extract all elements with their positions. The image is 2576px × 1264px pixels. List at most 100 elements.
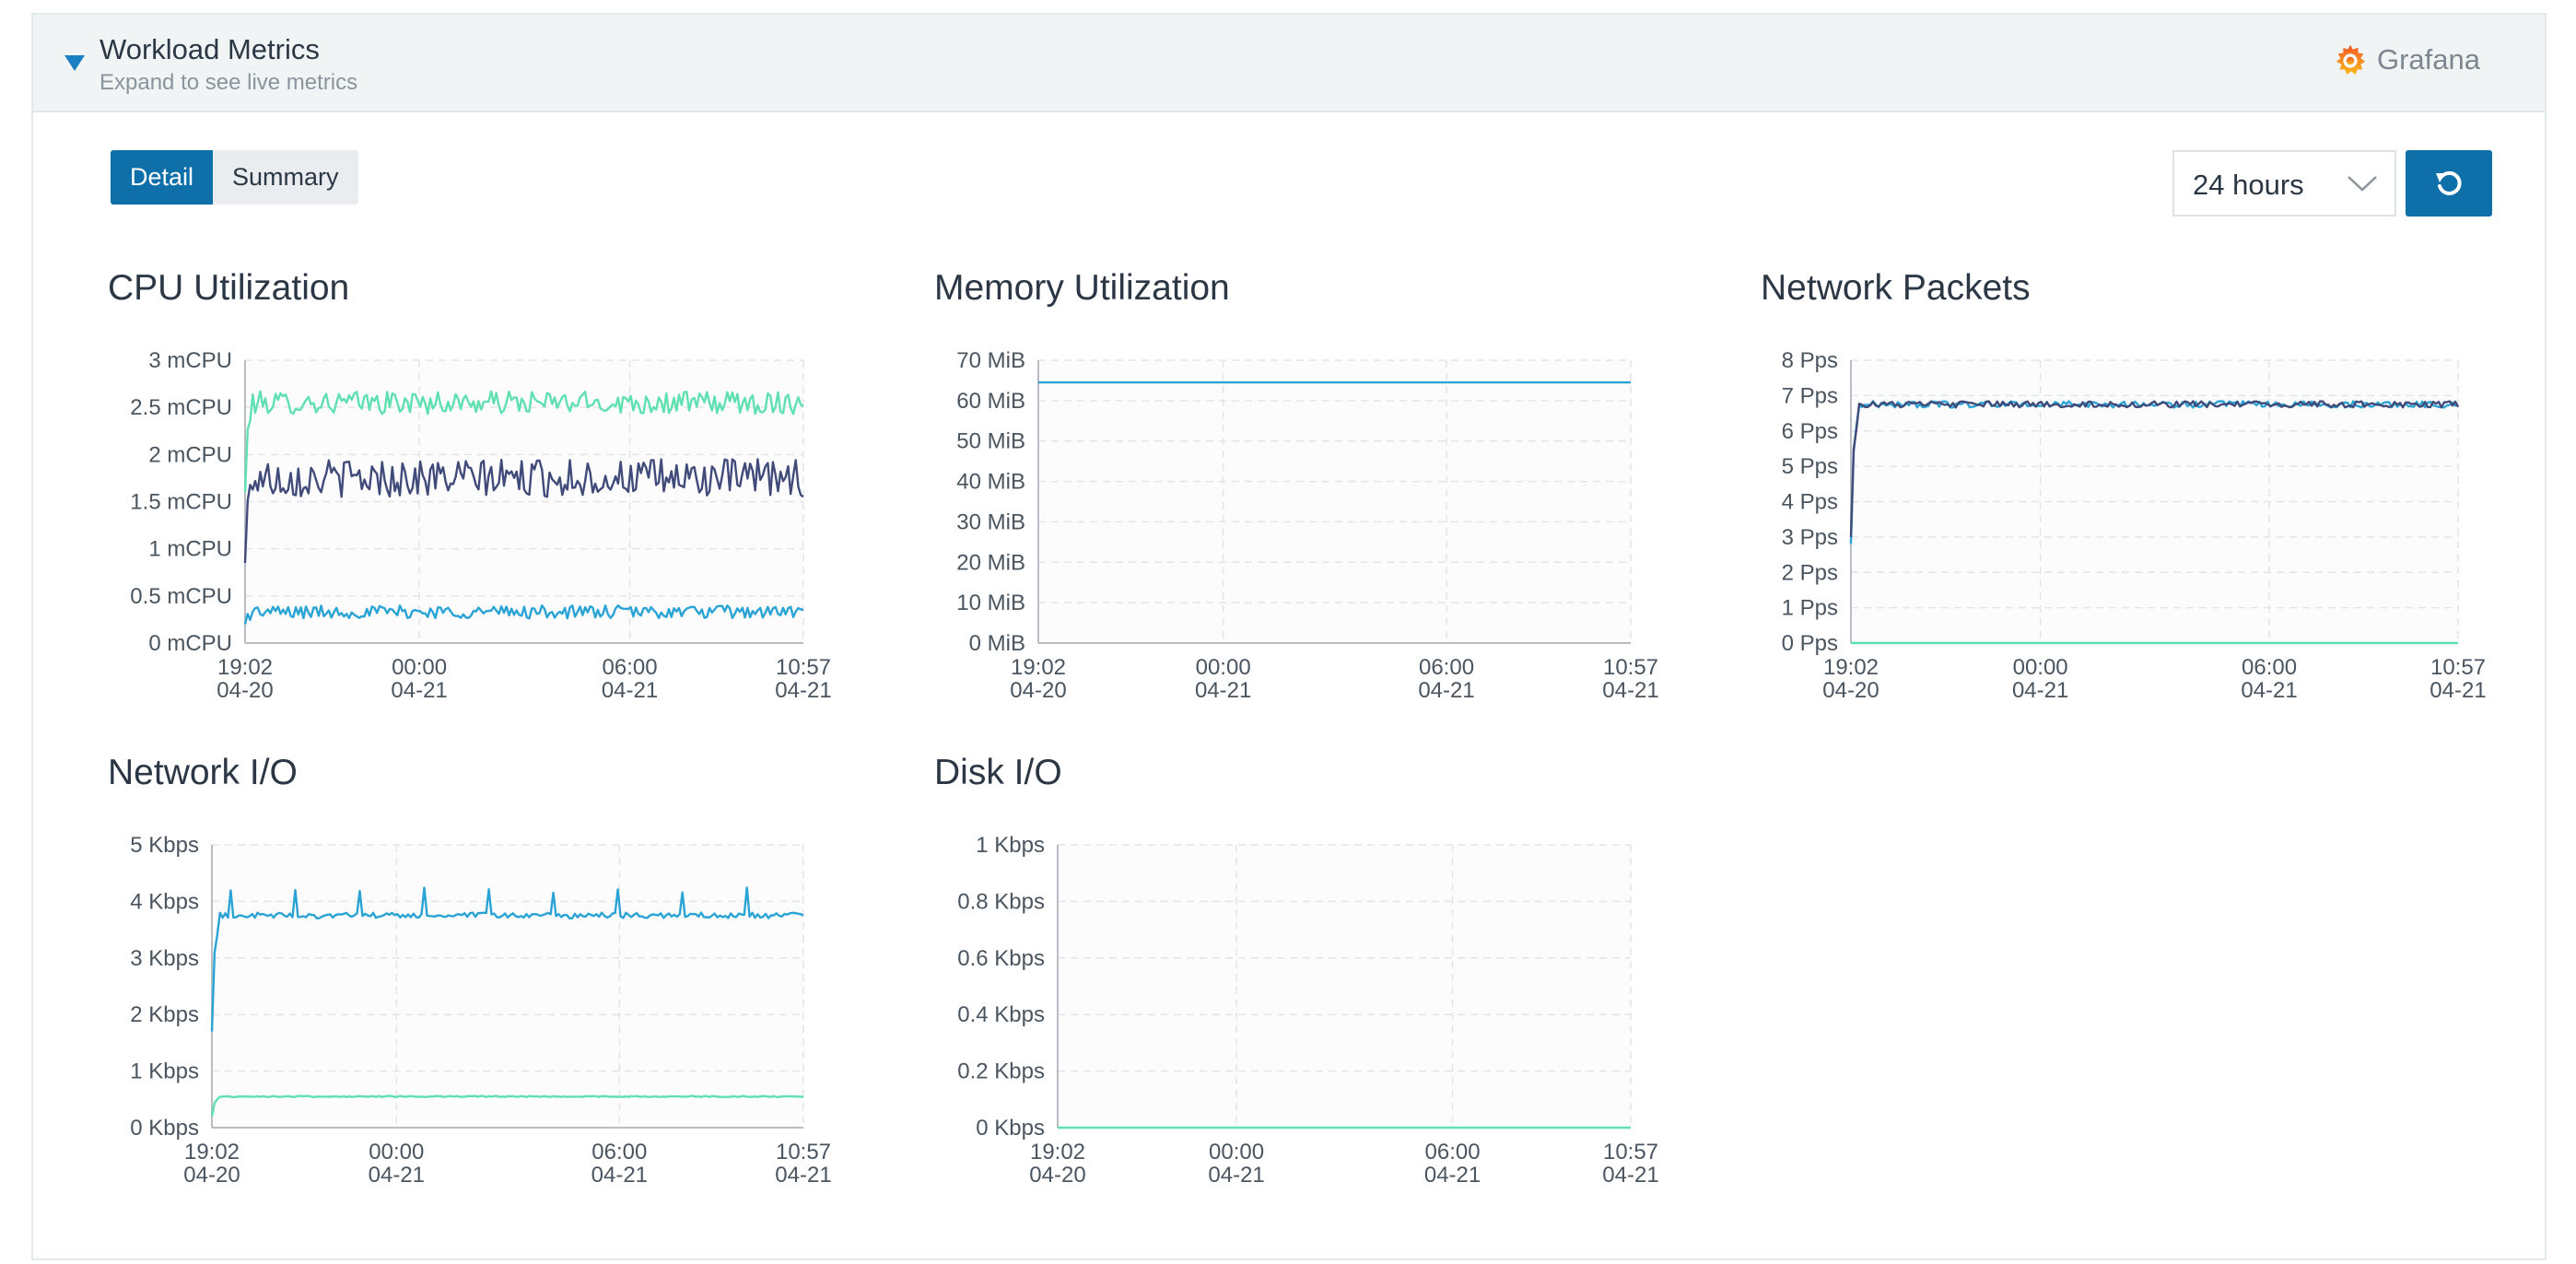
caret-down-icon[interactable] <box>64 55 85 71</box>
x-tick-date: 04-21 <box>591 1163 648 1188</box>
y-tick-label: 0 MiB <box>969 631 1025 656</box>
y-tick-label: 0 mCPU <box>148 631 232 656</box>
x-tick-date: 04-21 <box>775 1163 831 1188</box>
y-tick-label: 2 Kbps <box>130 1002 199 1027</box>
plot-area <box>212 845 803 1128</box>
series-line-1 <box>210 886 804 1032</box>
y-tick-label: 2.5 mCPU <box>130 395 232 420</box>
y-tick-label: 5 Kbps <box>130 833 199 858</box>
y-tick-label: 20 MiB <box>956 550 1025 575</box>
y-tick-label: 70 MiB <box>956 348 1025 373</box>
y-tick-label: 2 Pps <box>1782 560 1838 585</box>
x-tick-time: 00:00 <box>1196 655 1251 680</box>
x-tick-time: 00:00 <box>1209 1140 1264 1165</box>
view-tabs: Detail Summary <box>111 150 358 205</box>
x-tick-time: 10:57 <box>776 1140 831 1165</box>
grafana-link[interactable]: Grafana <box>2333 42 2480 77</box>
x-tick-date: 04-20 <box>1010 678 1066 703</box>
x-tick-time: 06:00 <box>603 655 658 680</box>
x-tick-time: 19:02 <box>217 655 273 680</box>
y-tick-label: 1 mCPU <box>148 537 232 562</box>
y-tick-label: 3 mCPU <box>148 348 232 373</box>
refresh-icon <box>2436 170 2462 195</box>
x-tick-date: 04-21 <box>1602 678 1658 703</box>
y-tick-label: 0.8 Kbps <box>957 889 1045 914</box>
x-tick-date: 04-21 <box>2241 678 2297 703</box>
y-tick-label: 5 Pps <box>1782 454 1838 479</box>
y-tick-label: 50 MiB <box>956 429 1025 454</box>
y-tick-label: 4 Pps <box>1782 490 1838 515</box>
netio-chart-title: Network I/O <box>108 753 298 792</box>
x-tick-time: 19:02 <box>1011 655 1066 680</box>
x-tick-date: 04-21 <box>1418 678 1474 703</box>
x-tick-time: 10:57 <box>1603 1140 1658 1165</box>
x-tick-time: 10:57 <box>776 655 831 680</box>
x-tick-date: 04-20 <box>217 678 273 703</box>
memory-chart-title: Memory Utilization <box>934 268 1230 308</box>
y-tick-label: 3 Kbps <box>130 946 199 971</box>
series-line-2 <box>1849 400 2460 537</box>
x-tick-time: 00:00 <box>392 655 447 680</box>
y-tick-label: 0 Pps <box>1782 631 1838 656</box>
time-range-value: 24 hours <box>2193 169 2304 201</box>
x-tick-time: 10:57 <box>1603 655 1658 680</box>
x-tick-date: 04-20 <box>183 1163 240 1188</box>
series-line-2 <box>210 1094 804 1117</box>
plot-area <box>1058 845 1631 1128</box>
x-tick-date: 04-21 <box>1424 1163 1481 1188</box>
y-tick-label: 1 Kbps <box>976 833 1045 858</box>
series-line-1 <box>1849 400 2459 544</box>
x-tick-date: 04-21 <box>391 678 447 703</box>
panel-header[interactable]: Workload Metrics Expand to see live metr… <box>33 15 2545 112</box>
x-tick-time: 06:00 <box>1419 655 1474 680</box>
tab-summary[interactable]: Summary <box>213 150 358 205</box>
y-tick-label: 1.5 mCPU <box>130 490 232 515</box>
diskio-chart-title: Disk I/O <box>934 753 1062 792</box>
tab-detail[interactable]: Detail <box>111 150 214 205</box>
y-tick-label: 30 MiB <box>956 509 1025 534</box>
x-tick-date: 04-20 <box>1029 1163 1085 1188</box>
x-tick-date: 04-21 <box>1602 1163 1658 1188</box>
y-tick-label: 2 mCPU <box>148 442 232 467</box>
cpu-chart-title: CPU Utilization <box>108 268 350 308</box>
y-tick-label: 1 Pps <box>1782 596 1838 621</box>
y-tick-label: 0 Kbps <box>976 1116 1045 1141</box>
y-tick-label: 6 Pps <box>1782 419 1838 444</box>
y-tick-label: 4 Kbps <box>130 889 199 914</box>
x-tick-date: 04-21 <box>2012 678 2068 703</box>
packets-chart-title: Network Packets <box>1761 268 2031 308</box>
series-line-3 <box>243 604 804 625</box>
panel-subtitle: Expand to see live metrics <box>100 70 358 95</box>
x-tick-time: 06:00 <box>2242 655 2297 680</box>
x-tick-date: 04-21 <box>369 1163 425 1188</box>
x-tick-date: 04-21 <box>2430 678 2486 703</box>
y-tick-label: 7 Pps <box>1782 383 1838 408</box>
x-tick-time: 19:02 <box>1823 655 1879 680</box>
series-line-2 <box>243 458 804 564</box>
y-tick-label: 0.6 Kbps <box>957 946 1045 971</box>
y-tick-label: 3 Pps <box>1782 525 1838 550</box>
y-tick-label: 10 MiB <box>956 591 1025 615</box>
y-tick-label: 0.5 mCPU <box>130 584 232 609</box>
x-tick-time: 19:02 <box>1030 1140 1085 1165</box>
refresh-button[interactable] <box>2406 150 2492 217</box>
x-tick-date: 04-21 <box>602 678 658 703</box>
grafana-logo-icon <box>2336 44 2366 76</box>
x-tick-date: 04-20 <box>1822 678 1879 703</box>
y-tick-label: 60 MiB <box>956 389 1025 414</box>
chevron-down-icon <box>2348 176 2377 192</box>
x-tick-time: 06:00 <box>591 1140 647 1165</box>
time-range-select[interactable]: 24 hours <box>2172 150 2396 217</box>
x-tick-time: 19:02 <box>184 1140 240 1165</box>
series-line-1 <box>243 390 804 493</box>
x-tick-date: 04-21 <box>775 678 831 703</box>
y-tick-label: 1 Kbps <box>130 1059 199 1084</box>
plot-area <box>1038 360 1631 643</box>
x-tick-date: 04-21 <box>1208 1163 1264 1188</box>
x-tick-time: 10:57 <box>2430 655 2486 680</box>
grafana-label: Grafana <box>2376 43 2480 76</box>
